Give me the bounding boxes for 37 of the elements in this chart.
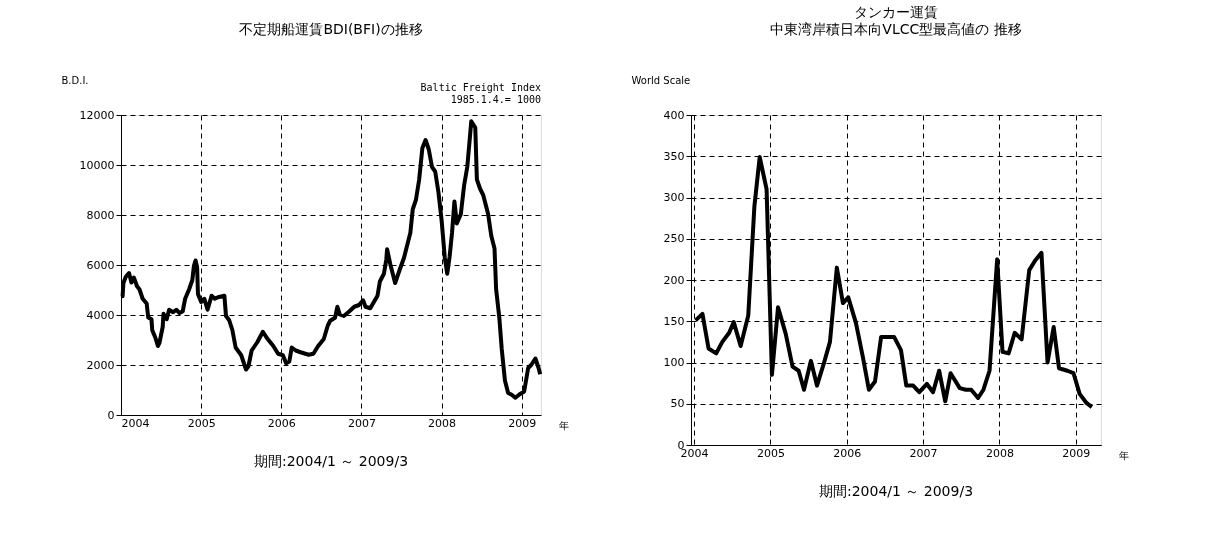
y-tick-label: 10000 <box>79 158 115 172</box>
y-tick-label: 2000 <box>86 358 115 372</box>
text: 期間:2004/1 ～ 2009/3 <box>253 453 409 469</box>
y-tick-label: 200 <box>663 273 685 287</box>
text: 期間:2004/1 ～ 2009/3 <box>818 483 974 499</box>
y-tick-label: 250 <box>663 232 685 246</box>
y-tick-label: 350 <box>663 149 685 163</box>
chart-subtitle: 中東湾岸積日本向VLCC型最高値の 推移 <box>770 21 1022 37</box>
y-axis-title: World Scale <box>631 74 691 86</box>
y-tick-label: 300 <box>663 191 685 204</box>
y-tick-label: 0 <box>107 408 115 422</box>
y-tick-label: 50 <box>670 397 685 411</box>
y-axis-title: B.D.I. <box>61 74 89 86</box>
x-tick-label: 2008 <box>428 416 457 430</box>
x-axis-title: 年 <box>559 420 569 431</box>
y-tick-label: 12000 <box>79 108 115 122</box>
x-tick-label: 2004 <box>121 416 150 430</box>
x-tick-label: 2009 <box>1062 446 1091 460</box>
x-tick-label: 2007 <box>909 446 938 460</box>
y-tick-label: 6000 <box>86 258 115 272</box>
chart-title: タンカー運賃 <box>854 4 938 20</box>
text: 1985.1.4.= 1000 <box>450 94 541 105</box>
y-tick-label: 4000 <box>86 308 115 322</box>
x-axis-title: 年 <box>1119 450 1129 461</box>
y-tick-label: 400 <box>663 108 685 122</box>
x-tick-label: 2008 <box>985 446 1014 460</box>
x-tick-label: 2007 <box>347 416 376 430</box>
chart-title: 不定期船運賃BDI(BFI)の推移 <box>239 21 423 37</box>
x-tick-label: 2006 <box>267 416 296 430</box>
y-tick-label: 100 <box>663 356 685 369</box>
y-tick-label: 150 <box>663 314 685 328</box>
x-tick-label: 2005 <box>187 416 216 430</box>
x-tick-label: 2005 <box>756 446 785 460</box>
x-tick-label: 2006 <box>833 446 862 460</box>
text: Baltic Freight Index <box>420 82 541 93</box>
x-tick-label: 2009 <box>508 416 537 430</box>
y-tick-label: 8000 <box>86 208 115 222</box>
